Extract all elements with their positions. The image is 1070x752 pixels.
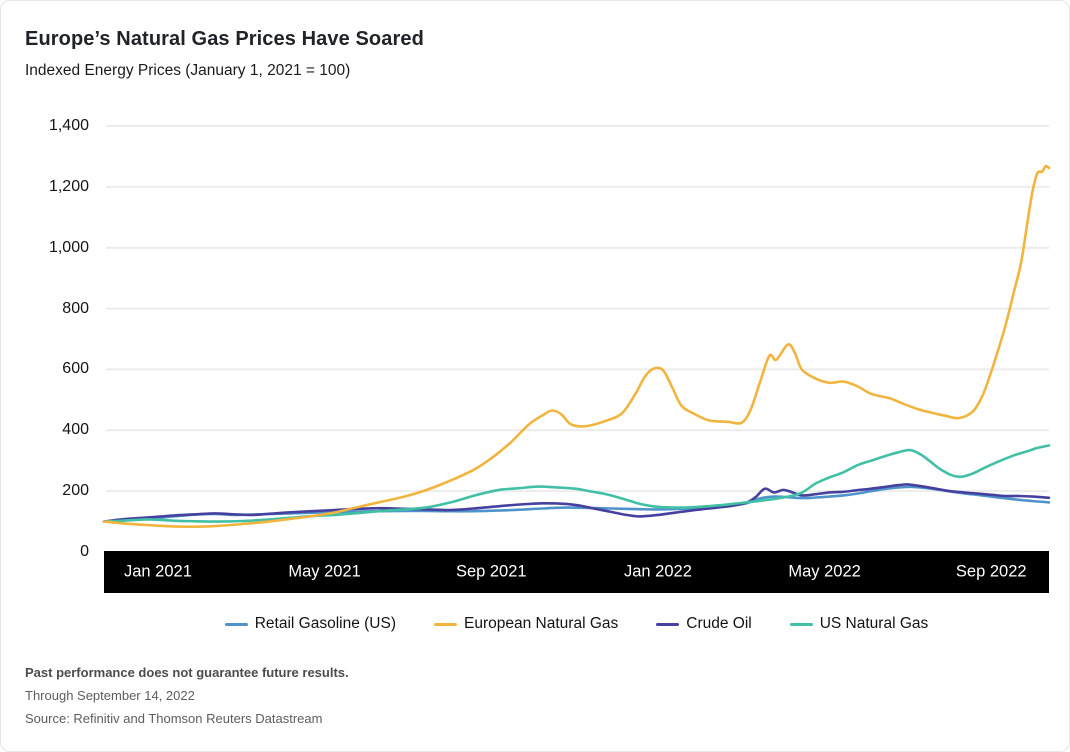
y-tick-label-400: 400 bbox=[62, 421, 89, 439]
x-tick-label-may-2022: May 2022 bbox=[788, 562, 861, 581]
chart-subtitle: Indexed Energy Prices (January 1, 2021 =… bbox=[25, 62, 351, 79]
through-date-text: Through September 14, 2022 bbox=[25, 688, 195, 703]
x-tick-label-sep-2021: Sep 2021 bbox=[455, 562, 527, 581]
x-tick-label-may-2021: May 2021 bbox=[288, 562, 361, 581]
x-tick-label-jan-2022: Jan 2022 bbox=[623, 562, 692, 581]
y-tick-label-1,400: 1,400 bbox=[48, 117, 89, 134]
y-tick-label-1,000: 1,000 bbox=[48, 238, 89, 256]
x-tick-label-jan-2021: Jan 2021 bbox=[124, 562, 192, 581]
series-line-european-natural-gas bbox=[102, 164, 1051, 529]
x-axis-band: Jan 2021 May 2021 Sep 2021 Jan 2022 May 2022… bbox=[104, 551, 1049, 593]
series-line-retail-gasoline-us bbox=[102, 485, 1051, 523]
x-tick-label-sep-2022: Sep 2022 bbox=[955, 562, 1027, 581]
series-line-crude-oil bbox=[102, 483, 1051, 523]
legend-item-us-natural-gas: US Natural Gas bbox=[789, 615, 929, 633]
legend-item-crude-oil: Crude Oil bbox=[656, 615, 752, 633]
legend-item-european-natural-gas: European Natural Gas bbox=[434, 615, 618, 633]
legend-swatch-retail-gasoline-us bbox=[224, 622, 248, 626]
chart-legend: Retail Gasoline (US) European Natural Gas… bbox=[104, 609, 1049, 639]
y-tick-label-200: 200 bbox=[62, 482, 89, 500]
legend-swatch-us-natural-gas bbox=[789, 622, 813, 626]
legend-label-european-natural-gas: European Natural Gas bbox=[464, 615, 619, 632]
legend-label-retail-gasoline-us: Retail Gasoline (US) bbox=[254, 615, 397, 632]
legend-label-us-natural-gas: US Natural Gas bbox=[819, 615, 929, 632]
y-tick-label-600: 600 bbox=[62, 360, 89, 378]
y-tick-label-1,200: 1,200 bbox=[48, 177, 89, 195]
legend-label-crude-oil: Crude Oil bbox=[686, 615, 752, 632]
y-tick-label-800: 800 bbox=[62, 299, 89, 317]
page-title: Europe’s Natural Gas Prices Have Soared bbox=[25, 28, 424, 50]
series-line-us-natural-gas bbox=[102, 444, 1051, 523]
y-tick-label-0: 0 bbox=[80, 543, 89, 560]
legend-swatch-crude-oil bbox=[656, 622, 680, 626]
source-text: Source: Refinitiv and Thomson Reuters Da… bbox=[25, 711, 323, 726]
disclaimer-text: Past performance does not guarantee futu… bbox=[25, 665, 349, 680]
legend-item-retail-gasoline-us: Retail Gasoline (US) bbox=[224, 615, 397, 633]
legend-swatch-european-natural-gas bbox=[434, 622, 458, 626]
